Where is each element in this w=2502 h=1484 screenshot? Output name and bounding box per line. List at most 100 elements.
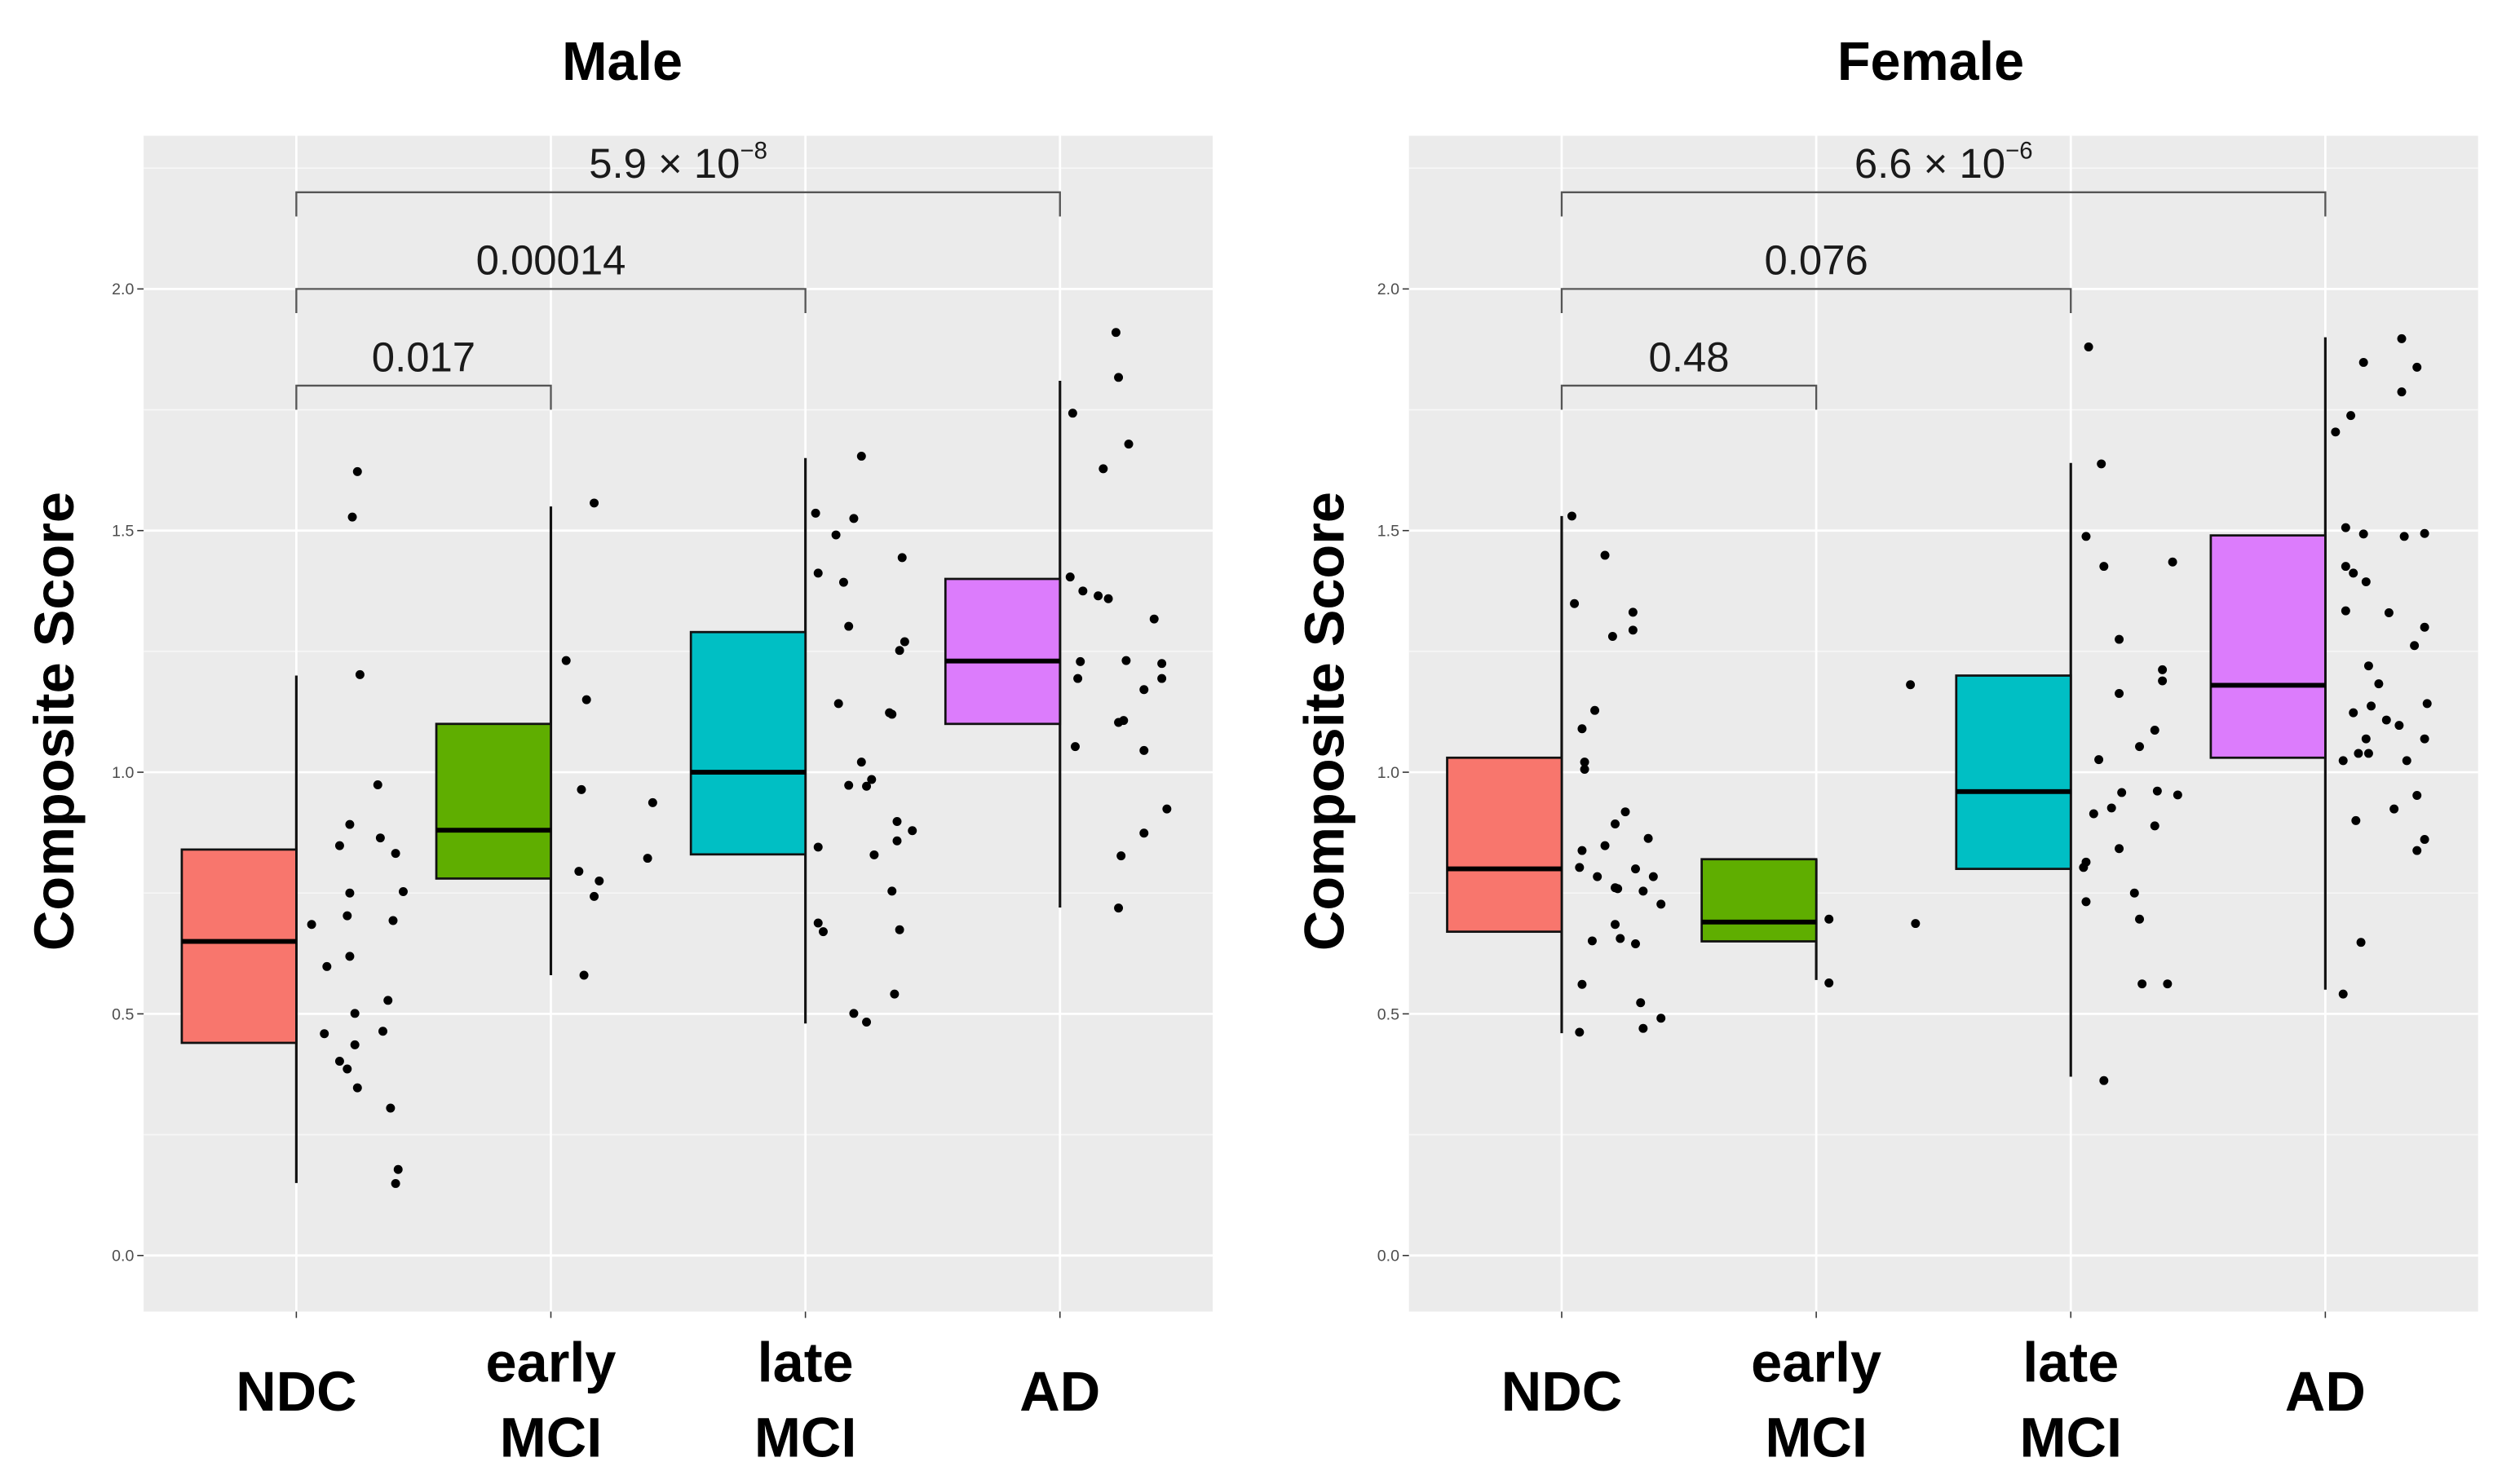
- data-point: [2081, 532, 2091, 541]
- x-tick-label-line: early: [1751, 1332, 1881, 1394]
- data-point: [2135, 914, 2144, 924]
- data-point: [2129, 888, 2139, 898]
- data-point: [895, 646, 904, 656]
- data-point: [355, 669, 365, 679]
- data-point: [856, 757, 866, 767]
- x-tick-label-line: AD: [2285, 1360, 2366, 1423]
- bracket-line: [1560, 191, 2327, 217]
- data-point: [2338, 756, 2348, 766]
- data-point: [352, 466, 362, 476]
- data-point: [1139, 745, 1149, 755]
- data-point: [1114, 903, 1124, 913]
- data-point: [1628, 607, 1638, 617]
- x-tick-label: NDC: [1501, 1360, 1622, 1423]
- significance-bracket: 0.076: [1560, 237, 2072, 314]
- data-point: [579, 970, 589, 980]
- data-point: [347, 512, 357, 522]
- data-point: [2361, 577, 2371, 587]
- data-point: [890, 989, 900, 999]
- data-point: [2338, 989, 2348, 999]
- box-iqr: [1700, 858, 1818, 943]
- data-point: [561, 656, 571, 665]
- data-point: [1616, 934, 1625, 943]
- data-point: [343, 1064, 352, 1074]
- x-tick-label-line: AD: [1019, 1360, 1100, 1423]
- data-point: [1119, 716, 1129, 726]
- data-point: [375, 833, 385, 843]
- x-tick-label: early MCI: [486, 1332, 617, 1469]
- chart-title-female: Female: [1837, 32, 2024, 92]
- data-point: [574, 867, 584, 877]
- data-point: [2084, 342, 2093, 351]
- data-point: [2402, 756, 2411, 766]
- data-point: [2137, 979, 2147, 989]
- chart-title-male: Male: [562, 32, 683, 92]
- data-point: [849, 1009, 859, 1018]
- box-iqr: [944, 577, 1062, 726]
- data-point: [1575, 863, 1585, 872]
- data-point: [2094, 755, 2104, 765]
- data-point: [307, 920, 316, 930]
- data-point: [2089, 809, 2098, 819]
- y-tick-label: 0.5: [112, 1005, 134, 1023]
- data-point: [2099, 1075, 2109, 1085]
- p-value-base: 5.9 × 10: [589, 140, 740, 187]
- x-tick-label-line: MCI: [2019, 1407, 2122, 1469]
- data-point: [2115, 634, 2124, 644]
- box-iqr: [1446, 756, 1563, 934]
- data-point: [2420, 528, 2429, 538]
- data-point: [862, 781, 872, 791]
- bracket-line: [295, 288, 807, 314]
- data-point: [1628, 625, 1638, 635]
- data-point: [2341, 562, 2350, 572]
- p-value-base: 6.6 × 10: [1854, 140, 2005, 187]
- bracket-line: [295, 384, 552, 410]
- data-point: [2410, 641, 2420, 651]
- box-iqr: [1955, 674, 2072, 870]
- data-point: [862, 1018, 872, 1027]
- data-point: [2397, 333, 2407, 343]
- data-point: [849, 514, 859, 523]
- box-iqr: [2209, 534, 2327, 759]
- data-point: [1124, 439, 1134, 449]
- bracket-line: [1560, 288, 2072, 314]
- data-point: [813, 568, 823, 578]
- data-point: [595, 876, 604, 886]
- box-iqr: [435, 722, 552, 880]
- data-point: [2358, 529, 2368, 539]
- box-early-mci: [435, 498, 657, 980]
- data-point: [1121, 656, 1131, 665]
- data-point: [373, 780, 382, 789]
- data-point: [2412, 846, 2422, 855]
- data-point: [2117, 788, 2127, 797]
- data-point: [345, 819, 355, 829]
- data-point: [398, 886, 408, 896]
- data-point: [1577, 846, 1587, 855]
- data-point: [350, 1040, 360, 1049]
- data-point: [867, 775, 877, 784]
- data-point: [869, 850, 879, 859]
- data-point: [1575, 1027, 1585, 1037]
- data-point: [2341, 606, 2350, 616]
- data-point: [833, 699, 843, 709]
- data-point: [1076, 656, 1085, 666]
- data-point: [1577, 724, 1587, 734]
- y-axis-label-female: Composite Score: [1293, 492, 1355, 951]
- p-value-exponent: −8: [740, 138, 767, 165]
- data-point: [811, 508, 820, 518]
- data-point: [1094, 591, 1103, 601]
- data-point: [892, 836, 902, 846]
- data-point: [2367, 701, 2376, 711]
- data-point: [577, 784, 586, 794]
- data-point: [1071, 742, 1080, 752]
- data-point: [2351, 815, 2361, 825]
- box-ndc: [1446, 511, 1666, 1037]
- data-point: [378, 1027, 387, 1036]
- box-ndc: [180, 466, 408, 1188]
- data-point: [2349, 708, 2358, 718]
- data-point: [643, 854, 652, 863]
- y-tick-label: 2.0: [1377, 280, 1399, 298]
- data-point: [1111, 328, 1121, 338]
- data-point: [1570, 598, 1580, 608]
- y-tick-label: 2.0: [112, 280, 134, 298]
